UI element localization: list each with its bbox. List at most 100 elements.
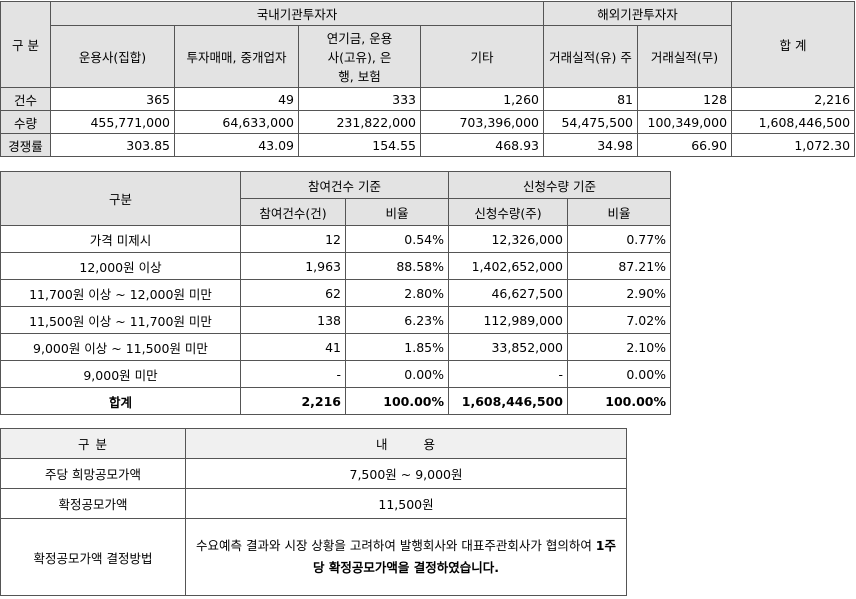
cell: - [240,360,346,388]
row: 11,500원 이상 ~ 11,700원 미만 138 6.23% 112,989,0… [0,306,672,334]
cell: 7,500원 ~ 9,000원 [185,458,627,489]
cell: 333 [298,87,421,111]
cell: 468.93 [419,133,545,157]
header-cell: 투자매매, 중개업자 [174,25,299,88]
cell: 303.85 [50,133,175,157]
cell: 34.98 [543,133,639,157]
row: 9,000원 미만 -0.00% -0.00% [0,360,672,388]
cell: 43.09 [174,133,299,157]
cell: 87.21% [567,252,672,280]
header-cell: 국내기관투자자 [49,1,545,26]
cell: - [448,360,569,388]
price-table: 구 분 내 용 주당 희망공모가액 7,500원 ~ 9,000원 확정공모가액… [0,428,627,596]
cell: 703,396,000 [419,110,545,134]
cell: 수요예측 결과와 시장 상황을 고려하여 발행회사와 대표주관회사가 협의하여 … [185,518,627,596]
header-cell: 신청수량 기준 [448,171,672,199]
row-label: 11,500원 이상 ~ 11,700원 미만 [0,306,241,334]
row-label: 9,000원 이상 ~ 11,500원 미만 [0,333,241,361]
text: 수요예측 결과와 시장 상황을 고려하여 발행회사와 대표주관회사가 협의하여 [196,538,596,553]
bold-text: 1주당 확정공모가액을 결정하였습니다. [313,538,616,575]
header-cell: 해외기관투자자 [543,1,733,26]
cell: 46,627,500 [448,279,569,307]
row-label: 확정공모가액 결정방법 [0,518,186,596]
cell: 0.00% [344,360,450,388]
header-cell: 내 용 [185,428,627,459]
header-cell: 거래실적(유) 주 [543,25,639,88]
row: 수량 455,771,000 64,633,000 231,822,000 703,39… [0,110,856,134]
row-label: 건수 [0,87,51,111]
row-label: 주당 희망공모가액 [0,458,186,489]
cell: 1,072.30 [731,133,856,157]
cell: 12 [240,225,346,253]
cell: 49 [174,87,299,111]
cell: 62 [240,279,346,307]
header-cell: 구 분 [0,428,186,459]
row-label: 확정공모가액 [0,488,186,519]
cell: 54,475,500 [543,110,639,134]
cell: 1,963 [240,252,346,280]
cell: 100.00% [344,387,450,415]
competition-table: 구 분 국내기관투자자 해외기관투자자 합 계 운용사(집합) 투자매매, 중개… [0,1,856,157]
header-cell: 참여건수(건) [240,198,346,226]
cell: 138 [240,306,346,334]
row: 11,700원 이상 ~ 12,000원 미만 62 2.80% 46,627,500… [0,279,672,307]
header-cell: 거래실적(무) [637,25,733,88]
demand-table: 구분 참여건수 기준 신청수량 기준 참여건수(건) 비율 신청수량(주) 비율… [0,171,672,415]
cell: 1,402,652,000 [448,252,569,280]
cell: 7.02% [567,306,672,334]
cell: 2,216 [731,87,856,111]
row-label: 9,000원 미만 [0,360,241,388]
row-label: 가격 미제시 [0,225,241,253]
cell: 2.80% [344,279,450,307]
cell: 2.90% [567,279,672,307]
row-label: 11,700원 이상 ~ 12,000원 미만 [0,279,241,307]
cell: 64,633,000 [174,110,299,134]
cell: 100,349,000 [637,110,733,134]
cell: 0.77% [567,225,672,253]
row-label: 경쟁률 [0,133,51,157]
cell: 33,852,000 [448,333,569,361]
cell: 112,989,000 [448,306,569,334]
header-cell: 합 계 [731,1,856,88]
row: 12,000원 이상 1,963 88.58% 1,402,652,000 87.21% [0,252,672,280]
header-cell: 신청수량(주) [448,198,569,226]
header-cell: 비율 [344,198,450,226]
cell: 2.10% [567,333,672,361]
cell: 1,260 [419,87,545,111]
cell: 100.00% [567,387,672,415]
row-label: 수량 [0,110,51,134]
row-label: 합계 [0,387,241,415]
header-cell: 운용사(집합) [50,25,175,88]
cell: 1.85% [344,333,450,361]
cell: 88.58% [344,252,450,280]
header-cell: 참여건수 기준 [239,171,450,199]
cell: 12,326,000 [448,225,569,253]
cell: 455,771,000 [50,110,175,134]
cell: 1,608,446,500 [448,387,569,415]
cell: 11,500원 [185,488,627,519]
row: 가격 미제시 12 0.54% 12,326,000 0.77% [0,225,672,253]
header-cell: 연기금, 운용사(고유), 은행, 보험 [298,25,421,88]
cell: 154.55 [298,133,421,157]
row: 9,000원 이상 ~ 11,500원 미만 41 1.85% 33,852,000 2… [0,333,672,361]
row: 합계 2,216 100.00% 1,608,446,500 100.00% [0,387,672,415]
cell: 0.54% [344,225,450,253]
cell: 0.00% [567,360,672,388]
header-cell: 구 분 [0,1,51,88]
cell: 66.90 [637,133,733,157]
cell: 6.23% [344,306,450,334]
row-label: 12,000원 이상 [0,252,241,280]
header-cell: 비율 [567,198,672,226]
cell: 41 [240,333,346,361]
cell: 365 [50,87,175,111]
cell: 2,216 [240,387,346,415]
header-cell: 구분 [0,171,241,226]
header-cell: 기타 [419,25,545,88]
row: 경쟁률 303.85 43.09 154.55 468.93 34.98 66.90 1,07… [0,133,856,157]
cell: 231,822,000 [298,110,421,134]
cell: 81 [543,87,639,111]
cell: 1,608,446,500 [731,110,856,134]
row: 건수 365 49 333 1,260 81 128 2,216 [0,87,856,111]
cell: 128 [637,87,733,111]
